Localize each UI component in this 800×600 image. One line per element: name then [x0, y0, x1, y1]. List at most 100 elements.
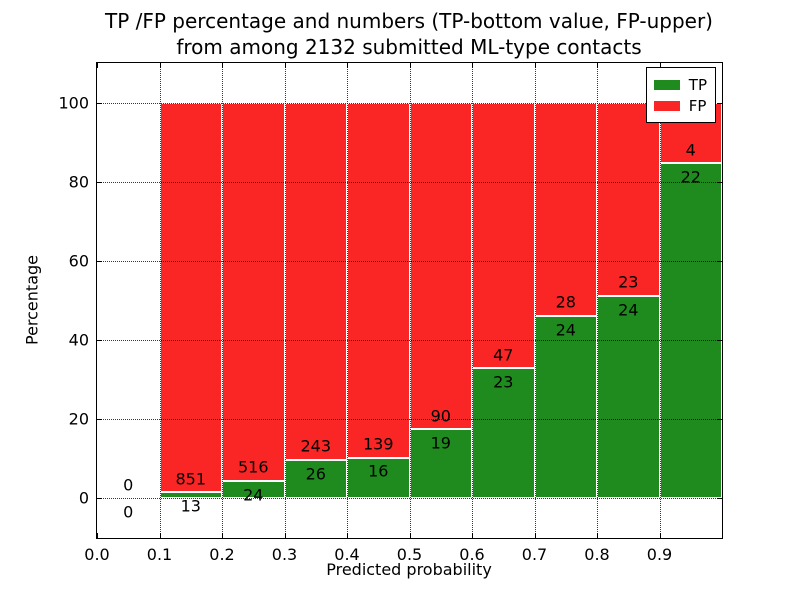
x-tick-mark	[659, 533, 661, 538]
x-tick-mark	[534, 63, 536, 68]
x-axis-label: Predicted probability	[326, 560, 492, 579]
x-tick-mark	[409, 533, 411, 538]
fp-bar-segment	[409, 102, 472, 430]
chart-title-line1: TP /FP percentage and numbers (TP-bottom…	[105, 9, 713, 33]
y-tick-mark	[97, 340, 102, 342]
x-tick-label: 0.7	[521, 545, 548, 564]
bar-count-labels-layer: 0 0 851 13 516 24 243 26 139 16 90 19 47 23 28 24 23 24 4 2…	[97, 63, 722, 538]
fp-legend-swatch	[653, 100, 680, 111]
fp-count-label: 139	[362, 434, 394, 454]
x-tick-mark	[472, 63, 473, 68]
x-tick-label: 0.2	[209, 545, 235, 564]
y-tick-mark	[717, 181, 722, 183]
y-tick-mark	[97, 102, 102, 104]
v-gridline	[159, 63, 161, 538]
fp-legend-label: FP	[688, 96, 707, 115]
y-tick-label: 20	[68, 409, 89, 429]
x-tick-label: 0.4	[334, 545, 360, 564]
y-tick-label: 0	[78, 488, 89, 508]
fp-count-label: 4	[685, 140, 696, 160]
y-tick-label: 60	[68, 251, 89, 271]
x-tick-mark	[472, 533, 473, 538]
x-tick-mark	[597, 533, 598, 538]
y-tick-mark	[717, 102, 722, 104]
y-tick-mark	[97, 419, 102, 421]
tp-count-label: 13	[180, 496, 201, 516]
x-tick-mark	[597, 63, 598, 68]
fp-bar-segment	[597, 102, 660, 297]
x-tick-label: 0.1	[146, 545, 173, 564]
tp-count-label: 0	[123, 502, 134, 522]
y-tick-label: 40	[68, 330, 89, 350]
x-tick-mark	[284, 533, 286, 538]
tp-count-label: 24	[618, 300, 639, 320]
y-tick-mark	[97, 260, 102, 262]
x-tick-label: 0.8	[584, 545, 610, 564]
v-gridline	[409, 63, 411, 538]
v-gridline	[597, 63, 598, 538]
tp-count-label: 24	[555, 320, 576, 340]
x-tick-mark	[222, 533, 223, 538]
tp-count-label: 23	[493, 372, 514, 392]
v-gridline	[472, 63, 473, 538]
x-tick-label: 0.5	[396, 545, 423, 564]
legend-item-fp: FP	[653, 95, 707, 116]
x-tick-mark	[222, 63, 223, 68]
chart-title: TP /FP percentage and numbers (TP-bottom…	[96, 8, 722, 60]
x-tick-mark	[159, 533, 161, 538]
tp-count-label: 16	[368, 461, 389, 481]
x-tick-mark	[284, 63, 286, 68]
y-tick-mark	[717, 419, 722, 421]
x-tick-mark	[409, 63, 411, 68]
x-tick-label: 0.3	[271, 545, 298, 564]
v-gridline	[284, 63, 286, 538]
y-axis-label: Percentage	[22, 254, 42, 346]
fp-count-label: 28	[555, 292, 576, 312]
v-gridline	[534, 63, 536, 538]
y-tick-mark	[717, 340, 722, 342]
fp-bar-segment	[159, 102, 222, 493]
x-tick-mark	[347, 63, 348, 68]
plot-area: 0 0 851 13 516 24 243 26 139 16 90 19 47 23 28 24 23 24 4 2…	[96, 62, 723, 539]
v-gridline	[659, 63, 661, 538]
tp-count-label: 24	[243, 485, 264, 505]
tp-bar-segment	[597, 296, 660, 499]
fp-count-label: 851	[175, 469, 207, 489]
tp-count-label: 26	[305, 464, 326, 484]
y-tick-label: 80	[68, 172, 89, 192]
x-tick-mark	[347, 533, 348, 538]
y-tick-mark	[717, 498, 722, 500]
fp-count-label: 0	[123, 475, 134, 495]
tp-legend-label: TP	[688, 75, 707, 94]
tp-legend-swatch	[653, 79, 680, 90]
x-tick-label: 0.0	[84, 545, 110, 564]
x-tick-mark	[97, 63, 98, 68]
x-tick-mark	[534, 533, 536, 538]
chart-title-line2: from among 2132 submitted ML-type contac…	[176, 35, 642, 59]
axis-ticks-layer	[97, 63, 722, 538]
fp-count-label: 47	[493, 345, 514, 364]
tp-bar-segment	[472, 368, 535, 499]
grid-layer	[97, 63, 722, 538]
legend-item-tp: TP	[653, 74, 707, 95]
bars-layer	[97, 63, 722, 538]
tp-count-label: 19	[430, 433, 451, 453]
fp-count-label: 23	[618, 272, 639, 292]
tp-count-label: 22	[680, 167, 701, 187]
x-tick-label: 0.9	[646, 545, 673, 564]
fp-count-label: 90	[430, 406, 451, 426]
y-tick-label: 100	[58, 93, 89, 113]
x-tick-mark	[159, 63, 161, 68]
fp-count-label: 243	[300, 436, 332, 456]
fp-count-label: 516	[237, 457, 269, 477]
fp-bar-segment	[222, 102, 285, 481]
v-gridline	[222, 63, 223, 538]
y-tick-mark	[97, 498, 102, 500]
x-tick-label: 0.6	[459, 545, 485, 564]
x-tick-mark	[659, 63, 661, 68]
v-gridline	[347, 63, 348, 538]
y-tick-mark	[97, 181, 102, 183]
tp-bar-segment	[659, 163, 722, 499]
y-tick-mark	[717, 260, 722, 262]
